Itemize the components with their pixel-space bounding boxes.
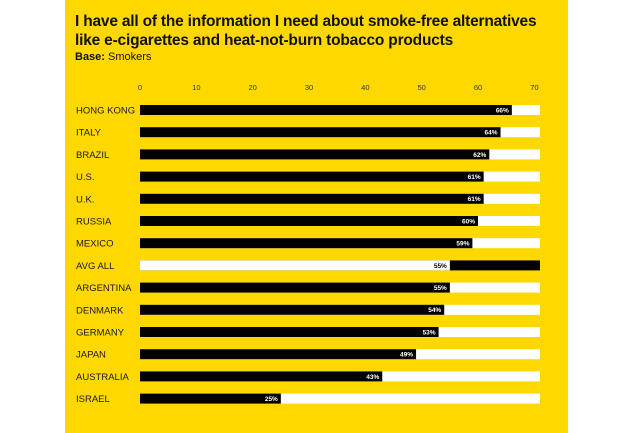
- x-tick-label: 70: [530, 83, 538, 92]
- x-tick-label: 60: [474, 83, 482, 92]
- bar: [140, 393, 281, 404]
- bar: [140, 193, 484, 204]
- bar: [140, 238, 473, 249]
- bar: [140, 349, 417, 360]
- data-label: 61%: [468, 196, 481, 203]
- x-tick-label: 30: [305, 83, 313, 92]
- x-tick-label: 10: [192, 83, 200, 92]
- x-tick-label: 0: [138, 83, 142, 92]
- y-tick-label: DENMARK: [76, 305, 124, 316]
- data-label: 55%: [434, 285, 447, 292]
- bar-track: [140, 393, 540, 404]
- data-label: 62%: [473, 152, 486, 159]
- data-label: 66%: [496, 107, 509, 114]
- y-tick-label: GERMANY: [76, 328, 125, 339]
- y-tick-label: MEXICO: [76, 239, 113, 250]
- y-tick-label: U.S.: [76, 172, 94, 183]
- y-tick-label: HONG KONG: [76, 106, 135, 117]
- x-tick-label: 40: [361, 83, 369, 92]
- data-label: 55%: [434, 263, 447, 270]
- y-tick-label: JAPAN: [76, 350, 106, 361]
- y-tick-label: ITALY: [76, 128, 102, 139]
- bar: [140, 260, 450, 271]
- data-label: 59%: [456, 241, 469, 248]
- data-label: 60%: [462, 218, 475, 225]
- base-label: Base:: [75, 51, 105, 63]
- y-tick-label: U.K.: [76, 194, 94, 205]
- data-label: 43%: [366, 374, 379, 381]
- bar: [140, 371, 383, 382]
- base-value: Smokers: [108, 51, 152, 63]
- y-tick-label: ISRAEL: [76, 394, 110, 405]
- bar: [140, 216, 479, 226]
- bar: [140, 327, 439, 337]
- chart-title: I have all of the information I need abo…: [75, 13, 537, 49]
- bar: [140, 105, 512, 115]
- y-tick-label: BRAZIL: [76, 150, 109, 161]
- data-label: 49%: [400, 352, 413, 359]
- data-label: 53%: [423, 329, 436, 336]
- data-label: 25%: [265, 396, 278, 403]
- y-tick-label: RUSSIA: [76, 217, 112, 228]
- y-tick-label: AUSTRALIA: [76, 372, 129, 383]
- data-label: 64%: [485, 130, 498, 137]
- y-tick-label: ARGENTINA: [76, 283, 132, 294]
- x-tick-label: 50: [418, 83, 426, 92]
- data-label: 54%: [428, 307, 441, 314]
- y-tick-label: AVG ALL: [76, 261, 114, 272]
- bar: [140, 282, 450, 293]
- chart-base: Base: Smokers: [75, 51, 151, 63]
- bar: [140, 149, 490, 160]
- bar: [140, 171, 484, 182]
- bar: [140, 127, 501, 138]
- bar: [140, 304, 445, 315]
- x-tick-label: 20: [249, 83, 257, 92]
- data-label: 61%: [468, 174, 481, 181]
